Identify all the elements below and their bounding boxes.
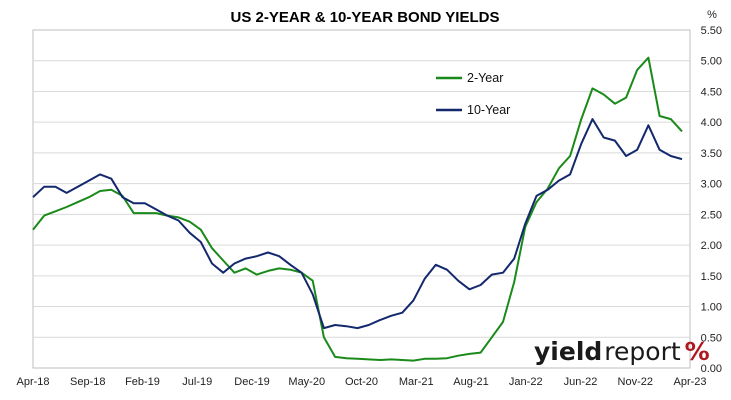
y-tick-label: 3.00	[701, 179, 722, 191]
y-tick-label: 5.00	[701, 56, 722, 68]
y-tick-label: 3.50	[701, 148, 722, 160]
x-tick-label: Feb-19	[125, 376, 160, 388]
y-tick-label: 4.00	[701, 117, 722, 129]
legend-label-10-year: 10-Year	[467, 103, 510, 117]
y-tick-label: 2.50	[701, 209, 722, 221]
x-tick-label: Apr-18	[16, 376, 49, 388]
svg-text:yieldreport%: yieldreport%	[534, 337, 710, 366]
x-tick-label: Jul-19	[182, 376, 212, 388]
legend: 2-Year 10-Year	[436, 71, 510, 117]
x-tick-label: Jan-22	[509, 376, 543, 388]
legend-label-2-year: 2-Year	[467, 71, 503, 85]
series-line-2-year	[32, 56, 683, 362]
logo-percent-symbol: %	[685, 337, 710, 366]
y-tick-label: 1.50	[701, 271, 722, 283]
y-tick-label: 2.00	[701, 240, 722, 252]
y-axis-ticks: 0.00 0.50 1.00 1.50 2.00 2.50 3.00 3.50 4.00 4.50…	[701, 25, 722, 375]
x-tick-label: Sep-18	[70, 376, 105, 388]
logo-bold-text: yield	[534, 337, 602, 366]
chart-title: US 2-YEAR & 10-YEAR BOND YIELDS	[231, 9, 500, 26]
x-tick-label: Mar-21	[399, 376, 434, 388]
plot-area-border	[32, 29, 691, 369]
y-tick-label: 5.50	[701, 25, 722, 37]
y-tick-label: 0.00	[701, 363, 722, 375]
series-lines	[32, 56, 683, 362]
logo-light-text: report	[604, 337, 681, 366]
x-tick-label: Aug-21	[453, 376, 488, 388]
x-axis-ticks: Apr-18 Sep-18 Feb-19 Jul-19 Dec-19 May-20 Oct-…	[16, 376, 706, 388]
series-line-10-year	[32, 118, 683, 330]
x-tick-label: Apr-23	[673, 376, 706, 388]
yieldreport-logo: yieldreport%	[534, 337, 710, 366]
y-tick-label: 1.00	[701, 302, 722, 314]
gridlines	[33, 60, 690, 338]
x-tick-label: Oct-20	[345, 376, 378, 388]
y-tick-label: 4.50	[701, 86, 722, 98]
x-tick-label: May-20	[288, 376, 325, 388]
x-tick-label: Dec-19	[234, 376, 269, 388]
x-tick-label: Nov-22	[618, 376, 653, 388]
y-axis-unit-label: %	[707, 9, 717, 21]
y-tick-label: 0.50	[701, 332, 722, 344]
x-tick-label: Jun-22	[564, 376, 598, 388]
